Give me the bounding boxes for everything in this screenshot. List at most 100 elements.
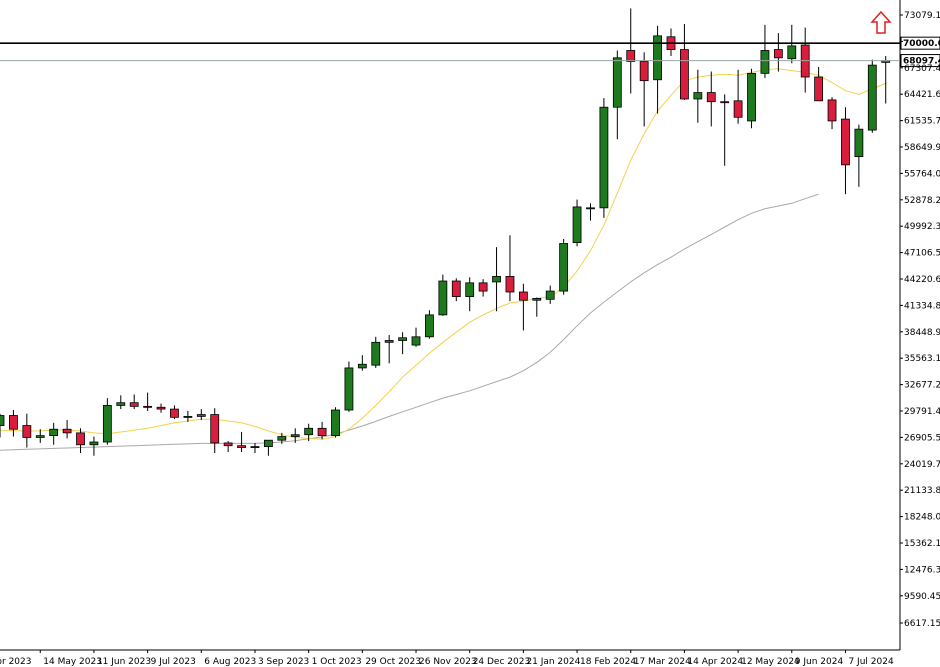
y-tick-label: 24019.70 bbox=[904, 460, 940, 470]
candle-body-bear bbox=[22, 425, 32, 438]
y-tick-label: 52878.20 bbox=[904, 196, 940, 206]
y-tick-label: 49992.35 bbox=[904, 222, 940, 232]
candle bbox=[720, 94, 730, 166]
candle-body-bull bbox=[277, 436, 287, 441]
candle-body-bear bbox=[505, 276, 515, 293]
candle bbox=[680, 23, 689, 100]
candle bbox=[733, 69, 743, 124]
candle-body-bear bbox=[9, 415, 18, 430]
y-tick-label: 64421.60 bbox=[904, 90, 940, 100]
candle-body-bull bbox=[532, 297, 542, 301]
candle bbox=[599, 98, 609, 218]
candle bbox=[277, 432, 287, 444]
candle bbox=[693, 69, 703, 123]
candle bbox=[9, 410, 18, 437]
candle-body-bull bbox=[545, 290, 555, 300]
price-levels: 70000.00 68097.44 bbox=[0, 36, 940, 68]
x-tick-label: 1 Oct 2023 bbox=[312, 657, 362, 667]
candle bbox=[639, 52, 649, 127]
candle bbox=[223, 441, 233, 453]
candle bbox=[156, 403, 166, 413]
candle bbox=[237, 431, 246, 453]
candle bbox=[492, 247, 501, 312]
x-tick-label: 21 Jan 2024 bbox=[526, 657, 580, 667]
candle-body-bear bbox=[680, 49, 689, 100]
x-tick-label: 18 Feb 2024 bbox=[580, 657, 636, 667]
x-tick-label: 26 Nov 2023 bbox=[419, 657, 477, 667]
candle bbox=[532, 297, 542, 317]
candle bbox=[653, 25, 662, 114]
candle bbox=[518, 283, 528, 331]
candle-body-bear bbox=[841, 118, 850, 166]
candle bbox=[290, 428, 300, 443]
candle-body-bull bbox=[116, 402, 126, 406]
candle-body-bear bbox=[827, 99, 837, 122]
candle-body-bull bbox=[384, 340, 394, 343]
candle bbox=[841, 107, 850, 195]
candle-body-bear bbox=[518, 291, 528, 301]
candle-body-bull bbox=[263, 439, 273, 447]
candle-body-bear bbox=[129, 402, 139, 407]
candle-body-bull bbox=[0, 415, 5, 426]
candle bbox=[827, 97, 837, 130]
candle-body-bull bbox=[102, 405, 112, 443]
candle bbox=[22, 413, 32, 448]
x-tick-label: 14 Apr 2024 bbox=[687, 657, 743, 667]
x-tick-label: 29 Oct 2023 bbox=[365, 657, 421, 667]
candle-body-bull bbox=[290, 434, 300, 437]
candle bbox=[0, 413, 5, 438]
candle bbox=[867, 59, 877, 133]
candle bbox=[317, 421, 327, 440]
candle bbox=[250, 442, 260, 454]
candle-body-bear bbox=[143, 405, 153, 408]
candle bbox=[129, 394, 139, 410]
candle-body-bull bbox=[747, 72, 756, 122]
candle bbox=[612, 50, 622, 140]
candle-body-bull bbox=[398, 337, 408, 341]
candle-body-bull bbox=[653, 35, 662, 81]
up-arrow-icon bbox=[870, 10, 892, 34]
y-tick-label: 35563.10 bbox=[904, 354, 940, 364]
candle-body-bear bbox=[478, 282, 488, 292]
candle bbox=[49, 422, 59, 445]
candle bbox=[626, 8, 636, 94]
candle-body-bull bbox=[357, 363, 367, 369]
y-tick-label: 73079.15 bbox=[904, 11, 940, 21]
candle bbox=[465, 277, 475, 312]
candle-body-bull bbox=[371, 341, 381, 366]
candle bbox=[89, 436, 99, 456]
candle-body-bear bbox=[639, 61, 649, 82]
candle bbox=[143, 392, 153, 411]
y-tick-label: 55764.05 bbox=[904, 169, 940, 179]
candle-body-bull bbox=[49, 428, 59, 437]
candle bbox=[76, 428, 85, 454]
candle-body-bull bbox=[586, 207, 595, 210]
current-price-tag bbox=[900, 54, 940, 68]
candle-body-bull bbox=[89, 441, 99, 446]
candle-body-bear bbox=[223, 442, 233, 447]
y-tick-label: 67307.45 bbox=[904, 64, 940, 74]
candle-body-bull bbox=[492, 276, 501, 283]
candle bbox=[384, 334, 394, 364]
candle-body-bull bbox=[760, 50, 770, 74]
candle bbox=[425, 310, 434, 339]
candle bbox=[170, 405, 179, 420]
candle bbox=[747, 68, 756, 129]
candle-body-bear bbox=[317, 427, 327, 437]
candle-body-bear bbox=[451, 280, 461, 297]
x-tick-label: 3 Sep 2023 bbox=[258, 657, 309, 667]
y-tick-label: 9590.45 bbox=[904, 592, 940, 602]
candle-body-bull bbox=[196, 414, 206, 417]
candle-body-bear bbox=[773, 49, 783, 59]
y-tick-label: 41334.80 bbox=[904, 301, 940, 311]
candle-body-bull bbox=[304, 427, 314, 436]
resistance-price-label: 70000.00 bbox=[903, 39, 940, 49]
candle bbox=[183, 410, 193, 422]
y-tick-label: 29791.40 bbox=[904, 407, 940, 417]
candle-body-bull bbox=[787, 45, 797, 60]
candle-body-bull bbox=[183, 416, 193, 418]
ma-slow-line bbox=[0, 193, 819, 451]
resistance-price-tag bbox=[900, 36, 940, 50]
candle-body-bear bbox=[733, 100, 743, 118]
